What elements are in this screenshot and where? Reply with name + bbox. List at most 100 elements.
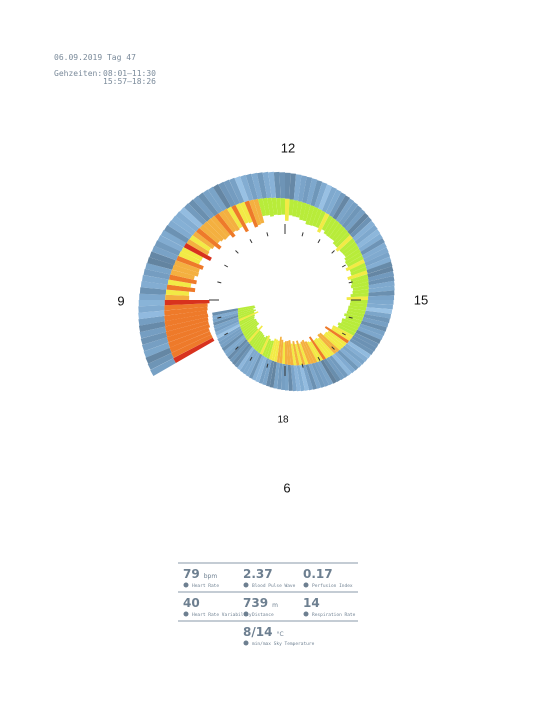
spiral-segment [315,337,332,358]
spiral-segment [314,182,328,209]
spiral-segment [262,338,271,357]
spiral-segment [266,340,274,359]
spiral-segment [285,172,291,199]
spiral-segment [366,303,393,310]
clock-label: 18 [277,415,289,426]
spiral-segment [244,326,258,339]
clock-tick [217,281,222,284]
spiral-segment [358,233,383,252]
spiral-segment [271,339,278,361]
spiral-segment [169,274,197,285]
walk-label: Gehzeiten: [54,69,102,78]
spiral-segment [181,247,203,261]
stat-label: Heart Rate [192,583,219,589]
spiral-segment [165,289,190,296]
spiral-segment [267,197,274,217]
spiral-segment [234,176,249,203]
clock-tick [301,232,304,237]
spiral-segment [229,177,245,204]
spiral-segment [138,310,165,320]
spiral-segment [273,171,281,199]
date: 06.09.2019 Tag 47 [54,53,136,62]
spiral-segment [331,353,352,376]
spiral-segment [295,201,303,218]
spiral-segment [355,329,381,344]
spiral-segment [218,328,242,346]
spiral-segment [367,266,394,278]
spiral-segment [339,238,355,253]
spiral-segment [234,345,253,368]
spiral-segment [368,290,395,297]
spiral-segment [346,255,364,268]
stat-label: Perfusion Index [312,583,353,589]
spiral-segment [253,198,265,224]
spiral-segment [350,281,369,289]
spiral-segment [347,212,369,235]
spiral-segment [197,192,219,217]
spiral-segment [227,206,243,229]
spiral-segment [212,310,239,320]
spiral-segment [347,308,366,315]
stat-unit: bpm [204,573,218,580]
spiral-segment [218,181,236,207]
spiral-segment [287,364,293,391]
spiral-segment [329,355,349,378]
spiral-segment [164,300,210,306]
spiral-segment [293,174,302,201]
spiral-segment [361,242,387,259]
spiral-segment [138,305,165,313]
spiral-segment [269,338,277,360]
spiral-segment [186,239,210,256]
stat-value: 0.17 [303,567,333,581]
spiral-segment [240,174,254,201]
spiral-segment [360,238,385,256]
spiral-segment [285,341,288,365]
spiral-segment [237,305,255,311]
spiral-segment [138,321,166,333]
spiral-segment [160,229,187,248]
spiral-segment [174,260,200,273]
spiral-segment [196,228,222,250]
spiral-segment [296,365,305,392]
spiral-segment [274,340,280,362]
stat-label: Respiration Rate [312,612,356,618]
spiral-segment [256,172,267,199]
spiral-segment [320,359,337,384]
spiral-segment [232,343,251,366]
spiral-segment [169,331,212,353]
spiral-segment [138,315,165,326]
spiral-segment [347,340,371,359]
spiral-segment [207,186,227,212]
spiral-segment [335,198,355,223]
spiral-segment [305,205,315,225]
spiral-segment [271,197,278,215]
spiral-segment [164,306,208,316]
spiral-segment [178,251,201,265]
spiral-segment [150,358,176,376]
spiral-segment [362,317,389,328]
spiral-segment [368,275,395,286]
spiral-segment [244,200,259,228]
spiral-segment [237,346,255,371]
spiral-segment [241,320,258,333]
spiral-segment [326,220,340,238]
spiral-segment [334,351,356,374]
spiral-segment [301,339,315,364]
clock-tick [317,356,321,361]
spiral-segment [285,364,289,391]
spiral-segment [351,277,369,286]
stat-icon [243,640,249,646]
spiral-segment [165,317,209,332]
spiral-segment [317,333,337,354]
spiral-segment [222,208,240,232]
spiral-segment [264,340,273,358]
stat-value: 79 [183,567,200,581]
spiral-segment [246,328,259,341]
spiral-segment [223,179,240,206]
spiral-segment [269,361,277,388]
spiral-segment [212,312,239,323]
spiral-segment [368,295,395,300]
spiral-segment [324,326,349,344]
spiral-segment [240,318,257,331]
